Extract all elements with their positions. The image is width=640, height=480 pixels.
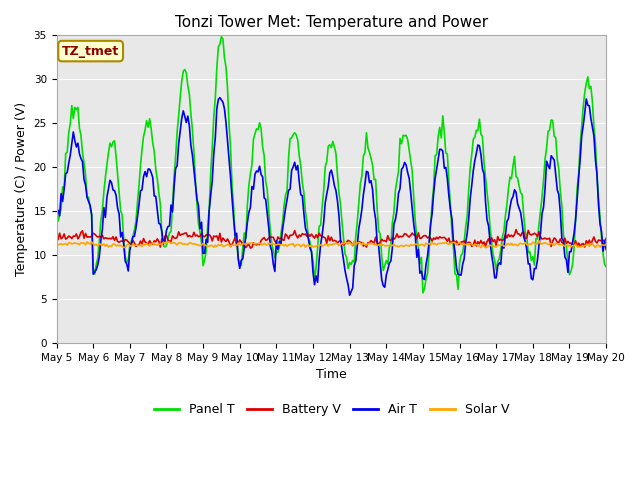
Solar V — [535, 238, 543, 244]
Air T — [68, 140, 76, 146]
Line: Solar V: Solar V — [56, 241, 606, 248]
Solar V — [396, 243, 404, 249]
Air T — [346, 292, 353, 298]
Panel T — [155, 190, 163, 195]
Battery V — [385, 237, 393, 243]
Battery V — [538, 236, 546, 242]
Battery V — [68, 236, 76, 241]
Battery V — [155, 239, 163, 244]
Panel T — [538, 194, 546, 200]
Solar V — [384, 242, 392, 248]
Battery V — [602, 236, 610, 241]
Air T — [387, 258, 395, 264]
Air T — [52, 210, 60, 216]
Line: Air T: Air T — [56, 97, 606, 295]
Battery V — [246, 245, 254, 251]
Text: TZ_tmet: TZ_tmet — [62, 45, 119, 58]
Air T — [538, 211, 546, 217]
Solar V — [68, 241, 76, 247]
Battery V — [367, 238, 375, 243]
X-axis label: Time: Time — [316, 368, 347, 381]
Panel T — [602, 264, 610, 270]
Panel T — [367, 156, 375, 161]
Panel T — [419, 290, 427, 296]
Battery V — [52, 235, 60, 241]
Legend: Panel T, Battery V, Air T, Solar V: Panel T, Battery V, Air T, Solar V — [148, 398, 514, 421]
Air T — [369, 187, 376, 192]
Solar V — [482, 245, 490, 251]
Panel T — [68, 103, 76, 108]
Solar V — [52, 240, 60, 246]
Panel T — [385, 245, 393, 251]
Panel T — [52, 208, 60, 214]
Solar V — [602, 241, 610, 247]
Title: Tonzi Tower Met: Temperature and Power: Tonzi Tower Met: Temperature and Power — [175, 15, 488, 30]
Panel T — [218, 34, 225, 40]
Solar V — [155, 242, 163, 248]
Battery V — [397, 234, 405, 240]
Line: Panel T: Panel T — [56, 37, 606, 293]
Battery V — [512, 227, 520, 232]
Solar V — [365, 240, 373, 246]
Y-axis label: Temperature (C) / Power (V): Temperature (C) / Power (V) — [15, 102, 28, 276]
Air T — [155, 220, 163, 226]
Panel T — [397, 141, 405, 146]
Solar V — [538, 241, 546, 247]
Air T — [602, 247, 610, 252]
Line: Battery V: Battery V — [56, 229, 606, 248]
Air T — [216, 95, 224, 100]
Air T — [399, 165, 407, 170]
